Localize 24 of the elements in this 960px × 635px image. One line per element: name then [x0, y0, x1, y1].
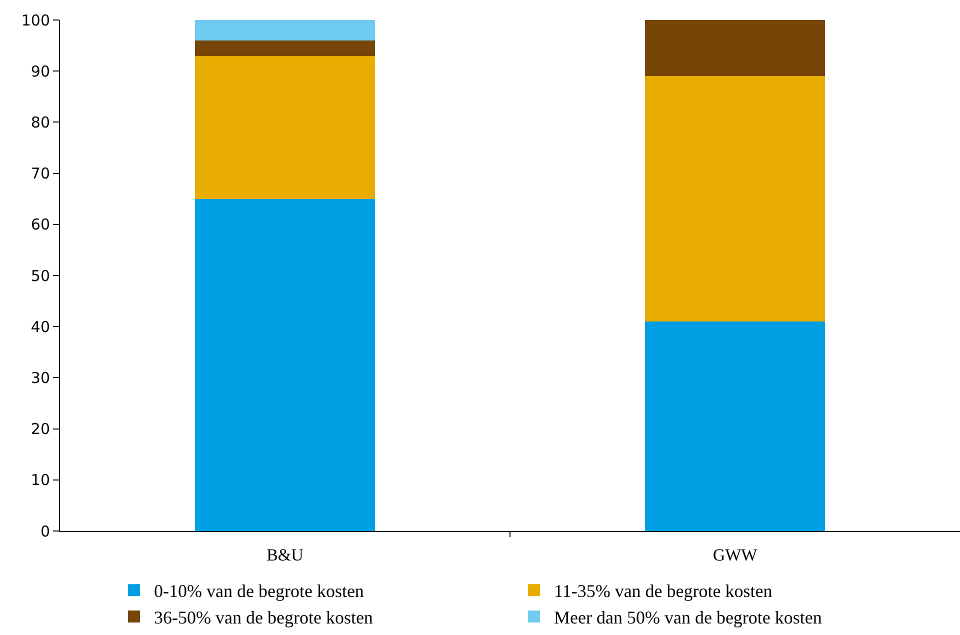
bar	[645, 321, 825, 531]
legend-label: Meer dan 50% van de begrote kosten	[554, 608, 822, 628]
legend-label: 36-50% van de begrote kosten	[154, 608, 373, 628]
y-tick-label: 10	[30, 471, 50, 490]
bar	[195, 20, 375, 40]
y-tick-label: 80	[30, 113, 50, 132]
bar	[645, 76, 825, 322]
legend-label: 11-35% van de begrote kosten	[554, 581, 772, 602]
y-tick-label: 0	[40, 522, 50, 540]
y-tick-label: 100	[21, 11, 50, 30]
y-tick-label: 20	[30, 420, 50, 438]
y-tick-label: 40	[30, 318, 50, 336]
bar	[195, 198, 375, 531]
y-tick-label: 50	[30, 266, 50, 285]
bar	[645, 20, 825, 76]
bar	[195, 56, 375, 199]
x-tick-label: GWW	[712, 545, 758, 564]
y-tick-label: 30	[30, 368, 50, 387]
y-tick-label: 60	[30, 216, 50, 234]
y-tick-label: 70	[30, 164, 50, 183]
bar	[195, 40, 375, 56]
legend-label: 0-10% van de begrote kosten	[154, 581, 364, 602]
y-tick-label: 90	[30, 62, 50, 80]
x-tick-label: B&U	[266, 545, 304, 564]
